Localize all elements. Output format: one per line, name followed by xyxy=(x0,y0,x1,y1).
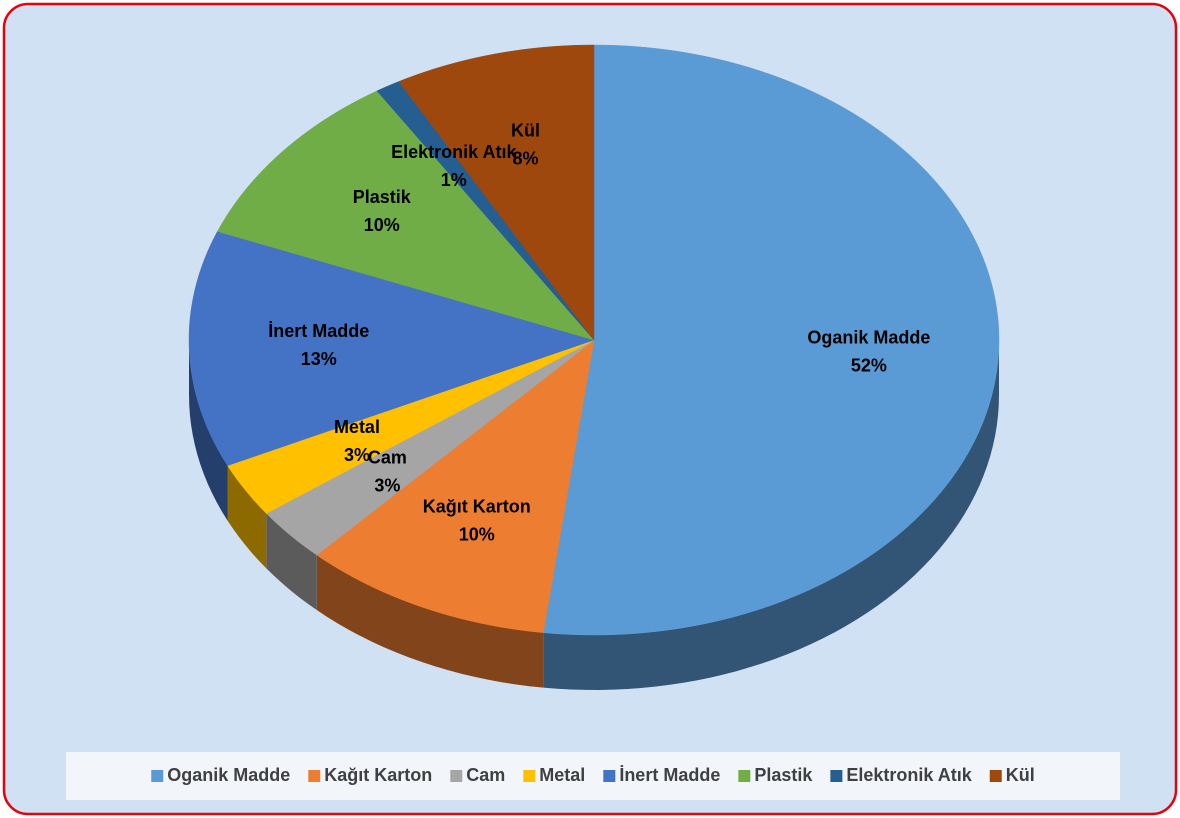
slice-name: Metal xyxy=(334,417,380,437)
legend-label: Cam xyxy=(466,765,505,785)
legend-swatch xyxy=(308,770,321,782)
legend-swatch xyxy=(450,770,463,782)
legend-label: Kağıt Karton xyxy=(324,765,432,785)
slice-name: Kül xyxy=(511,120,540,140)
legend-label: Plastik xyxy=(754,765,813,785)
slice xyxy=(265,339,595,556)
slice-value: 10% xyxy=(459,524,495,544)
slice-value: 3% xyxy=(344,445,370,465)
legend-label: Elektronik Atık xyxy=(846,765,972,785)
slice-name: Kağıt Karton xyxy=(423,496,531,516)
slice-value: 10% xyxy=(364,215,400,235)
slice xyxy=(316,339,595,633)
pie-tops xyxy=(188,44,1000,636)
slice xyxy=(217,90,595,341)
slice xyxy=(542,44,1000,636)
legend-swatch xyxy=(523,770,536,782)
legend-label: Oganik Madde xyxy=(167,765,290,785)
slice-name: Elektronik Atık xyxy=(391,142,517,162)
legend-label: İnert Madde xyxy=(619,765,720,785)
slice-name: İnert Madde xyxy=(268,321,369,341)
slice xyxy=(227,339,595,514)
legend-swatch xyxy=(989,770,1002,782)
legend-swatch xyxy=(830,770,843,782)
slice-side xyxy=(266,513,317,611)
slice-name: Plastik xyxy=(353,187,412,207)
slice-value: 13% xyxy=(301,349,337,369)
legend-label: Kül xyxy=(1006,765,1035,785)
slice-side xyxy=(543,340,999,690)
slice-side xyxy=(316,555,544,688)
slice-value: 52% xyxy=(851,355,887,375)
slice xyxy=(398,44,595,341)
slice-value: 8% xyxy=(513,148,539,168)
slice-name: Oganik Madde xyxy=(807,327,930,347)
legend-swatch xyxy=(151,770,164,782)
legend-box xyxy=(66,752,1120,800)
slice xyxy=(188,231,595,466)
slice-name: Cam xyxy=(368,447,407,467)
legend-swatch xyxy=(738,770,751,782)
slice-value: 1% xyxy=(441,170,467,190)
legend: Oganik Madde Kağıt Karton Cam Metal İnert Ma… xyxy=(151,765,1035,785)
legend-label: Metal xyxy=(539,765,585,785)
slice-value: 3% xyxy=(374,475,400,495)
slice-side xyxy=(227,465,267,569)
legend-swatch xyxy=(603,770,616,782)
